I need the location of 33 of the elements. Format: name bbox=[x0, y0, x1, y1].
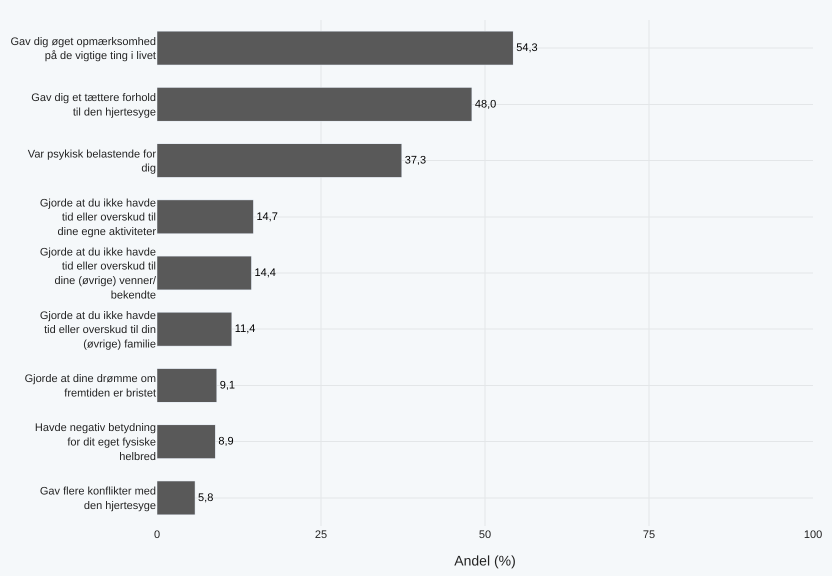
y-tick-label: Gjorde at dine drømme om fremtiden er bristet bbox=[24, 373, 156, 400]
data-label: 8,9 bbox=[218, 436, 234, 448]
x-axis-title: Andel (%) bbox=[454, 552, 516, 568]
data-label: 37,3 bbox=[404, 154, 426, 167]
data-label: 11,4 bbox=[234, 323, 256, 336]
x-tick-label: 50 bbox=[478, 529, 492, 541]
bar bbox=[157, 87, 472, 122]
y-tick-label: Gav dig øget opmærksomhed på de vigtige ting i livet bbox=[10, 36, 156, 62]
y-tick-label: Var psykisk belastende for dig bbox=[28, 148, 156, 175]
y-tick-label: Gav dig et tættere forhold til den hjertesyge bbox=[31, 92, 156, 118]
y-tick-label: Gav flere konflikter med den hjertesyge bbox=[40, 486, 156, 512]
bar bbox=[157, 200, 254, 234]
data-label: 48,0 bbox=[474, 98, 496, 110]
y-tick-label: Gjorde at du ikke havde tid eller overskud til din (øvrige) familie bbox=[40, 310, 156, 350]
y-tick-label: Havde negativ betydning for dit eget fysiske helbred bbox=[34, 422, 156, 463]
bar bbox=[157, 368, 217, 403]
data-label: 9,1 bbox=[220, 379, 235, 392]
x-tick-label: 0 bbox=[154, 529, 160, 541]
bar bbox=[157, 143, 402, 178]
x-tick-label: 100 bbox=[804, 529, 822, 541]
x-tick-label: 25 bbox=[314, 529, 328, 541]
y-tick-label: Gjorde at du ikke havde tid eller overskud til dine (øvrige) venner/ bekendte bbox=[40, 246, 157, 302]
y-tick-label: Gjorde at du ikke havde tid eller overskud til dine egne aktiviteter bbox=[40, 197, 156, 238]
data-label: 14,4 bbox=[254, 267, 276, 279]
bar bbox=[157, 480, 196, 516]
bar bbox=[157, 424, 216, 459]
data-label: 14,7 bbox=[256, 210, 278, 223]
x-tick-label: 75 bbox=[642, 529, 656, 541]
data-label: 5,8 bbox=[198, 492, 214, 504]
bar bbox=[157, 312, 232, 346]
bar bbox=[157, 30, 514, 66]
bar bbox=[157, 256, 252, 290]
data-label: 54,3 bbox=[516, 42, 538, 54]
